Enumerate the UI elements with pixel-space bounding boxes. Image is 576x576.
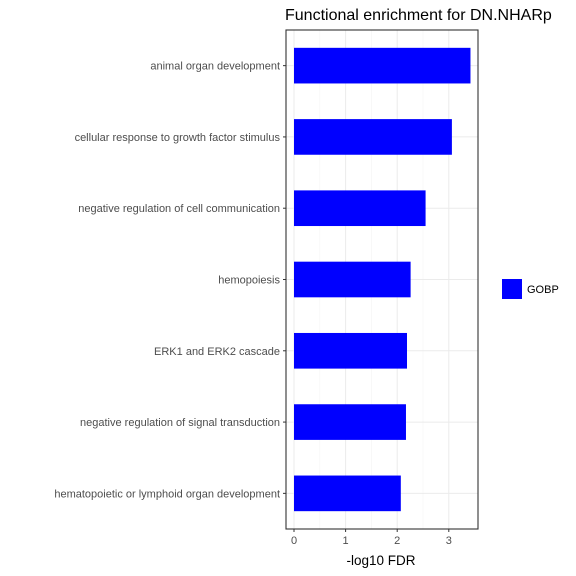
bar	[294, 190, 426, 227]
panel-border	[285, 29, 479, 530]
x-tick-label: 0	[291, 535, 297, 547]
category-label: cellular response to growth factor stimu…	[75, 132, 281, 144]
category-label: negative regulation of signal transducti…	[80, 417, 280, 429]
legend-key	[502, 279, 522, 299]
category-label: hematopoietic or lymphoid organ developm…	[54, 488, 280, 500]
legend-label: GOBP	[527, 284, 559, 296]
category-label: animal organ development	[150, 61, 280, 73]
chart-title: Functional enrichment for DN.NHARp	[285, 7, 552, 24]
x-axis-title: -log10 FDR	[346, 553, 415, 568]
category-label: hemopoiesis	[218, 275, 280, 287]
bar	[294, 47, 471, 84]
bar	[294, 261, 411, 298]
bar	[294, 475, 401, 512]
category-label: negative regulation of cell communicatio…	[78, 203, 280, 215]
bar	[294, 119, 452, 155]
bar	[294, 404, 406, 440]
x-tick-label: 3	[446, 535, 452, 547]
x-tick-label: 2	[394, 535, 400, 547]
x-tick-label: 1	[343, 535, 349, 547]
category-label: ERK1 and ERK2 cascade	[154, 346, 280, 358]
plot-panel: animal organ development cellular respons…	[54, 29, 479, 547]
legend: GOBP	[502, 279, 559, 299]
bar	[294, 332, 408, 369]
